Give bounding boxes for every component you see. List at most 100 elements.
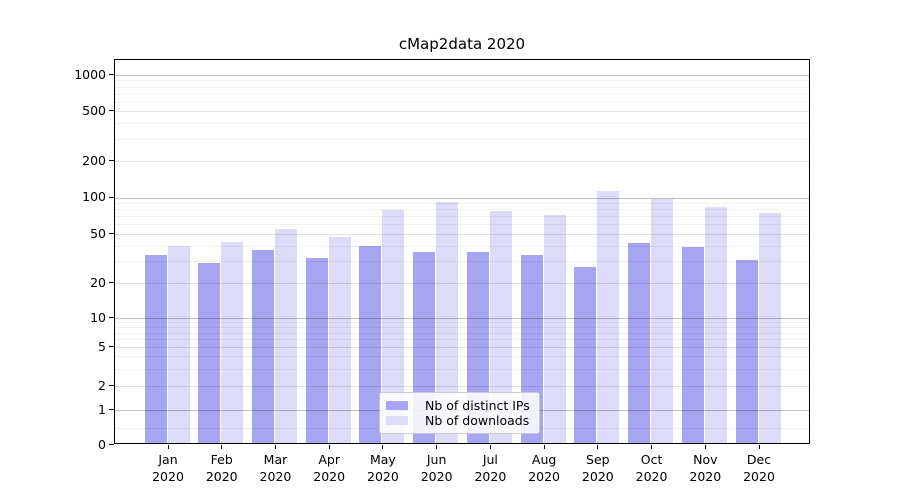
x-tick-label-aug: Aug 2020 <box>528 452 561 484</box>
x-tick-label-dec: Dec 2020 <box>743 452 775 484</box>
legend-swatch-downloads <box>386 416 408 425</box>
gridline-3 <box>115 369 809 370</box>
x-tick-label-jun: Jun 2020 <box>420 452 453 484</box>
bar-distinct-ips-mar <box>251 250 274 443</box>
y-tick-mark-1 <box>109 409 114 410</box>
x-tick-label-jan: Jan 2020 <box>152 452 184 484</box>
x-tick-label-nov: Nov 2020 <box>689 452 722 484</box>
x-tick-mark-jan <box>167 445 169 449</box>
bar-distinct-ips-may <box>359 245 382 443</box>
bar-distinct-ips-feb <box>198 263 221 443</box>
y-tick-mark-20 <box>109 282 114 283</box>
x-tick-mark-jun <box>436 445 438 449</box>
y-tick-mark-10 <box>109 317 114 318</box>
y-tick-label-20: 20 <box>90 274 106 290</box>
x-tick-label-oct: Oct 2020 <box>635 452 668 484</box>
gridline-1000 <box>115 75 809 76</box>
y-tick-label-10: 10 <box>90 309 106 325</box>
chart-title: cMap2data 2020 <box>398 35 526 53</box>
x-tick-label-feb: Feb 2020 <box>205 452 238 484</box>
y-tick-label-2: 2 <box>98 377 106 393</box>
y-tick-mark-500 <box>109 110 114 111</box>
x-tick-label-sep: Sep 2020 <box>581 452 614 484</box>
gridline-200 <box>115 161 809 162</box>
gridline-6 <box>115 339 809 340</box>
bar-distinct-ips-nov <box>681 247 704 443</box>
y-tick-label-5: 5 <box>98 338 106 354</box>
gridline-50 <box>115 234 809 235</box>
x-tick-mark-apr <box>328 445 330 449</box>
bar-downloads-jun <box>436 201 459 443</box>
legend: Nb of distinct IPs Nb of downloads <box>379 392 540 434</box>
gridline-10 <box>115 318 809 319</box>
x-tick-mark-sep <box>597 445 599 449</box>
y-tick-mark-5 <box>109 346 114 347</box>
bar-distinct-ips-sep <box>574 266 597 443</box>
gridline-70 <box>115 216 809 217</box>
bar-distinct-ips-dec <box>735 259 758 443</box>
y-tick-label-50: 50 <box>90 225 106 241</box>
bar-downloads-oct <box>651 199 674 443</box>
bar-distinct-ips-apr <box>305 257 328 443</box>
gridline-400 <box>115 123 809 124</box>
bar-downloads-nov <box>704 207 727 443</box>
bar-downloads-apr <box>328 237 351 443</box>
bar-downloads-jul <box>489 210 512 443</box>
x-tick-mark-jul <box>489 445 491 449</box>
plot-area <box>114 59 810 444</box>
bar-downloads-may <box>382 209 405 443</box>
y-tick-mark-50 <box>109 233 114 234</box>
x-tick-label-jul: Jul 2020 <box>474 452 507 484</box>
gridline-20 <box>115 283 809 284</box>
grid-layer <box>115 60 809 443</box>
y-tick-mark-2 <box>109 385 114 386</box>
x-tick-mark-feb <box>221 445 223 449</box>
gridline-500 <box>115 111 809 112</box>
gridline-600 <box>115 102 809 103</box>
bar-downloads-dec <box>758 213 781 443</box>
gridline-9 <box>115 322 809 323</box>
y-tick-mark-1000 <box>109 74 114 75</box>
gridline-8 <box>115 327 809 328</box>
y-tick-mark-0 <box>109 444 114 445</box>
gridline-30 <box>115 261 809 262</box>
gridline-300 <box>115 139 809 140</box>
gridline-5 <box>115 347 809 348</box>
y-tick-label-500: 500 <box>82 102 106 118</box>
x-tick-mark-may <box>382 445 384 449</box>
gridline-40 <box>115 246 809 247</box>
y-tick-label-0: 0 <box>98 436 106 452</box>
gridline-900 <box>115 80 809 81</box>
bar-distinct-ips-jan <box>144 254 167 443</box>
legend-label-downloads: Nb of downloads <box>425 413 530 428</box>
legend-item-distinct-ips: Nb of distinct IPs <box>386 398 531 413</box>
legend-swatch-distinct-ips <box>386 401 408 410</box>
x-tick-mark-oct <box>651 445 653 449</box>
gridline-4 <box>115 356 809 357</box>
x-tick-mark-dec <box>758 445 760 449</box>
legend-label-distinct-ips: Nb of distinct IPs <box>425 398 530 413</box>
gridline-800 <box>115 87 809 88</box>
bar-distinct-ips-oct <box>628 243 651 443</box>
bar-downloads-sep <box>597 191 620 443</box>
x-tick-mark-aug <box>543 445 545 449</box>
bar-downloads-mar <box>274 228 297 443</box>
y-tick-label-100: 100 <box>82 189 106 204</box>
y-tick-label-200: 200 <box>82 152 106 168</box>
legend-item-downloads: Nb of downloads <box>386 413 531 428</box>
x-tick-label-may: May 2020 <box>367 452 399 484</box>
gridline-100 <box>115 198 809 199</box>
gridline-90 <box>115 203 809 204</box>
x-tick-label-mar: Mar 2020 <box>259 452 292 484</box>
gridline-700 <box>115 94 809 95</box>
gridline-60 <box>115 224 809 225</box>
bar-downloads-jan <box>167 245 190 443</box>
bar-downloads-feb <box>221 242 244 443</box>
gridline-80 <box>115 209 809 210</box>
gridline-2 <box>115 386 809 387</box>
y-tick-label-1000: 1000 <box>74 66 106 82</box>
y-tick-mark-200 <box>109 160 114 161</box>
x-tick-mark-nov <box>704 445 706 449</box>
y-tick-label-1: 1 <box>98 401 106 417</box>
